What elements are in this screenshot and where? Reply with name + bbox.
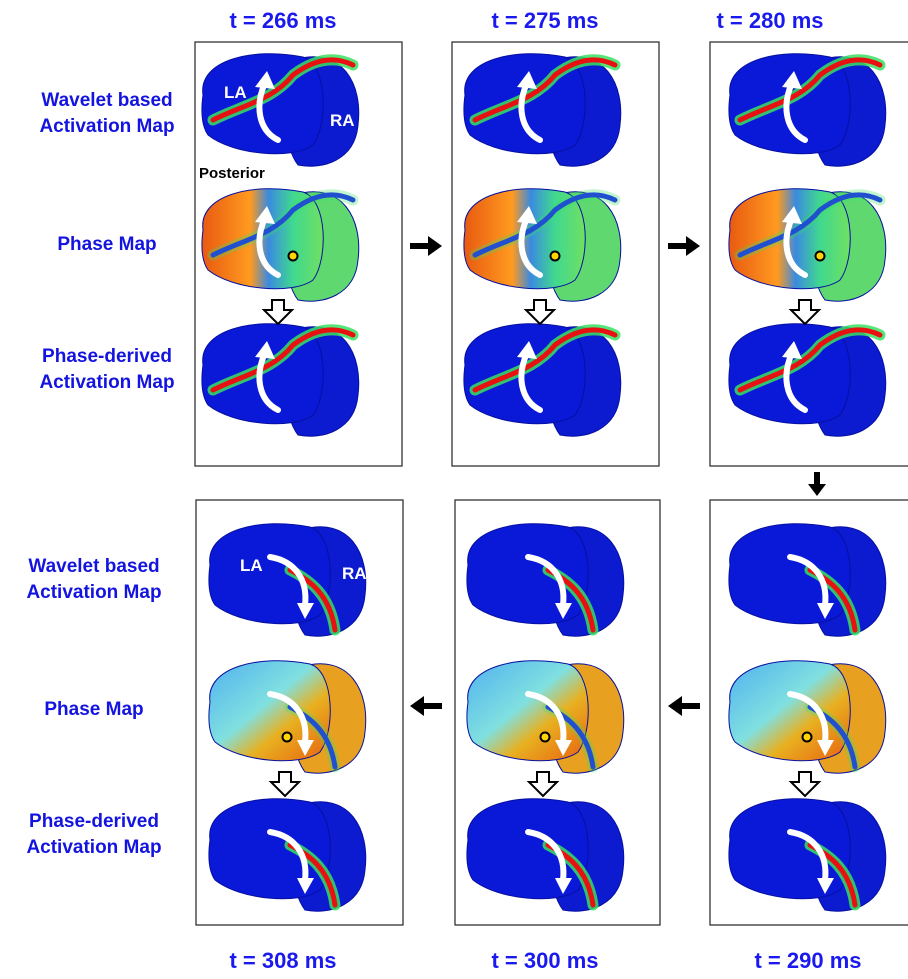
time-label: t = 290 ms	[754, 948, 861, 973]
time-label: t = 266 ms	[229, 8, 336, 33]
hollow-arrow	[529, 772, 557, 796]
time-label: t = 275 ms	[491, 8, 598, 33]
annotation: RA	[330, 111, 355, 130]
annotation: RA	[342, 564, 367, 583]
row-label: Phase-derived	[29, 811, 159, 832]
time-label: t = 280 ms	[716, 8, 823, 33]
atria-map	[729, 799, 886, 911]
hollow-arrow	[271, 772, 299, 796]
maps	[202, 54, 886, 911]
row-label: Activation Map	[39, 372, 174, 393]
row-label: Wavelet based	[41, 90, 172, 111]
arrow-left	[410, 696, 442, 716]
atria-map	[729, 661, 886, 773]
hollow-arrow	[526, 300, 554, 324]
phase-singularity	[289, 252, 298, 261]
arrow-left	[668, 696, 700, 716]
left-atrium	[209, 799, 330, 899]
atria-map	[464, 54, 621, 166]
atria-map	[202, 54, 359, 166]
atria-map	[209, 661, 366, 773]
atria-map	[467, 661, 624, 773]
left-atrium	[467, 661, 588, 761]
atria-map	[729, 324, 886, 436]
atria-map	[464, 189, 621, 301]
phase-singularity	[551, 252, 560, 261]
time-label: t = 308 ms	[229, 948, 336, 973]
phase-singularity	[283, 733, 292, 742]
phase-singularity	[803, 733, 812, 742]
hollow-arrow	[791, 772, 819, 796]
row-label: Phase-derived	[42, 346, 172, 367]
arrow-down	[808, 472, 826, 496]
time-label: t = 300 ms	[491, 948, 598, 973]
left-atrium	[467, 799, 588, 899]
hollow-arrow	[791, 300, 819, 324]
atria-map	[729, 189, 886, 301]
atria-map	[729, 54, 886, 166]
arrow-right	[668, 236, 700, 256]
row-label: Wavelet based	[28, 556, 159, 577]
arrow-right	[410, 236, 442, 256]
atria-map	[464, 324, 621, 436]
hollow-arrow	[264, 300, 292, 324]
row-label: Activation Map	[39, 116, 174, 137]
atria-map	[467, 524, 624, 636]
row-label: Activation Map	[26, 837, 161, 858]
row-label: Phase Map	[44, 699, 143, 720]
row-label: Activation Map	[26, 582, 161, 603]
figure: t = 266 ms t = 275 ms t = 280 ms t = 308…	[0, 0, 908, 979]
left-atrium	[209, 524, 330, 624]
phase-singularity	[541, 733, 550, 742]
left-atrium	[729, 661, 850, 761]
atria-map	[202, 324, 359, 436]
left-atrium	[729, 524, 850, 624]
annotation: LA	[240, 556, 263, 575]
atria-map	[209, 799, 366, 911]
row-label: Phase Map	[57, 234, 156, 255]
left-atrium	[729, 799, 850, 899]
atria-map	[202, 189, 359, 301]
view-label: Posterior	[199, 165, 265, 182]
atria-map	[729, 524, 886, 636]
flow-arrows	[410, 236, 826, 716]
atria-map	[467, 799, 624, 911]
left-atrium	[209, 661, 330, 761]
phase-singularity	[816, 252, 825, 261]
left-atrium	[467, 524, 588, 624]
annotation: LA	[224, 83, 247, 102]
